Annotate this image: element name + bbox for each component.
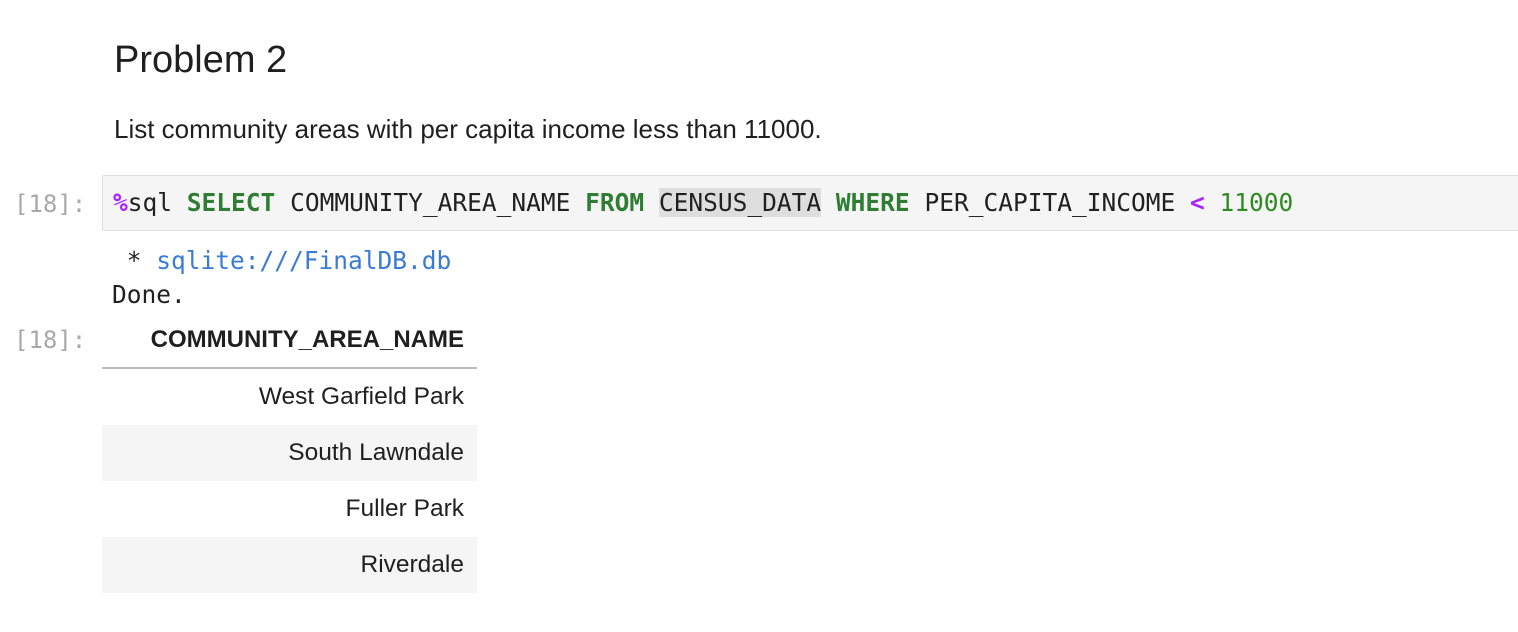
connection-prefix: *	[112, 246, 157, 275]
table-cell: South Lawndale	[102, 425, 477, 481]
select-column: COMMUNITY_AREA_NAME	[290, 188, 571, 217]
table-row: South Lawndale	[102, 425, 477, 481]
table-cell: Fuller Park	[345, 495, 464, 522]
magic-name: sql	[127, 188, 173, 217]
condition-column: PER_CAPITA_INCOME	[924, 188, 1176, 217]
table-name-highlighted: CENSUS_DATA	[658, 188, 822, 217]
connection-string: sqlite:///FinalDB.db	[156, 246, 452, 275]
table-row: Fuller Park	[102, 481, 477, 537]
code-cell-editor[interactable]: %sql SELECT COMMUNITY_AREA_NAME FROM CEN…	[102, 175, 1518, 231]
status-text: Done.	[112, 280, 186, 309]
problem-heading: Problem 2	[114, 39, 288, 81]
sql-query-line[interactable]: %sql SELECT COMMUNITY_AREA_NAME FROM CEN…	[113, 188, 1293, 218]
table-row: West Garfield Park	[102, 368, 477, 425]
column-header: COMMUNITY_AREA_NAME	[102, 312, 477, 369]
table-header-row: COMMUNITY_AREA_NAME	[102, 312, 477, 369]
magic-symbol: %	[113, 188, 128, 217]
keyword-from: FROM	[585, 188, 645, 217]
less-than-operator: <	[1189, 188, 1205, 217]
condition-value: 11000	[1219, 188, 1294, 217]
table-cell: West Garfield Park	[258, 383, 464, 410]
output-prompt: [18]:	[14, 326, 87, 354]
keyword-select: SELECT	[186, 188, 276, 217]
table-row: Riverdale	[102, 537, 477, 593]
problem-description: List community areas with per capita inc…	[114, 114, 822, 144]
table-cell: Riverdale	[102, 537, 477, 593]
keyword-where: WHERE	[835, 188, 910, 217]
input-prompt: [18]:	[14, 190, 87, 218]
output-stream: * sqlite:///FinalDB.db Done.	[112, 244, 451, 312]
result-table: COMMUNITY_AREA_NAME West Garfield Park S…	[102, 312, 477, 593]
